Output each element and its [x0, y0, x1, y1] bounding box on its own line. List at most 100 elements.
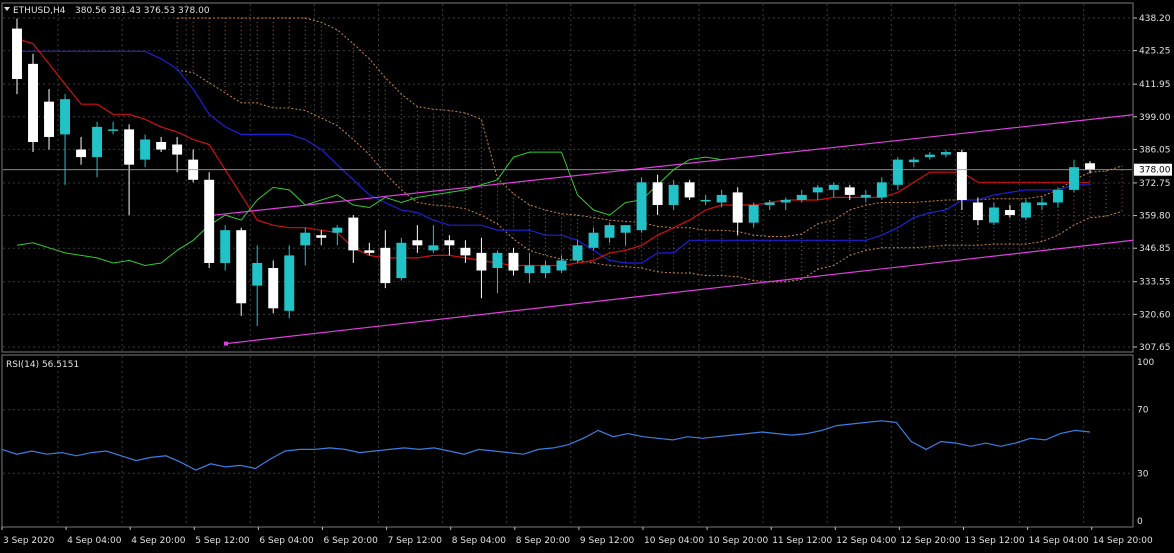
candle-body[interactable]: [732, 192, 743, 223]
price-axis: 307.65 320.60 333.55 346.85 359.80 372.75 386.…: [1133, 14, 1172, 353]
candle-body[interactable]: [364, 250, 375, 253]
cloud-span-a: [177, 17, 1123, 237]
cloud-span-b: [177, 69, 1123, 283]
time-axis-label: 8 Sep 20:00: [516, 536, 571, 546]
symbol-timeframe: ETHUSD,H4: [13, 6, 66, 16]
candle-body[interactable]: [620, 225, 631, 233]
candle-body[interactable]: [572, 245, 583, 261]
candle-body[interactable]: [1069, 167, 1079, 190]
time-axis-label: 10 Sep 04:00: [644, 536, 704, 546]
candle-body[interactable]: [924, 154, 935, 158]
current-price-box: [1134, 163, 1172, 176]
time-axis-label: 14 Sep 04:00: [1029, 536, 1089, 546]
candle-body[interactable]: [908, 159, 919, 163]
candle-body[interactable]: [684, 182, 695, 198]
candle-body[interactable]: [700, 199, 711, 202]
candle-body[interactable]: [796, 194, 807, 200]
rsi-label: RSI(14) 56.5151: [6, 360, 79, 370]
candle-body[interactable]: [492, 252, 503, 268]
candle-body[interactable]: [524, 265, 535, 274]
candle-body[interactable]: [428, 245, 439, 251]
channel-upper-line[interactable]: [209, 114, 1134, 217]
candle-body[interactable]: [508, 252, 519, 271]
candle-body[interactable]: [28, 63, 38, 142]
rsi-plot-frame: [1, 354, 1134, 528]
candle-body[interactable]: [940, 152, 951, 155]
dropdown-triangle-icon[interactable]: [4, 7, 10, 11]
candle-body[interactable]: [956, 152, 967, 200]
price-axis-label: 386.05: [1139, 145, 1171, 155]
price-axis-label: 425.25: [1139, 47, 1171, 57]
candle-body[interactable]: [412, 240, 423, 246]
candle-body[interactable]: [604, 225, 615, 238]
candle-body[interactable]: [396, 242, 407, 279]
channel-anchor[interactable]: [224, 341, 228, 346]
candle-body[interactable]: [1004, 210, 1015, 216]
candle-body[interactable]: [1020, 202, 1031, 218]
candle-body[interactable]: [1053, 189, 1063, 203]
chart-header: ETHUSD,H4 380.56 381.43 376.53 378.00: [4, 6, 210, 16]
candle-body[interactable]: [588, 232, 599, 248]
candle-body[interactable]: [332, 227, 343, 233]
candle-body[interactable]: [252, 262, 263, 286]
candle-body[interactable]: [860, 194, 871, 198]
candle-body[interactable]: [140, 139, 151, 160]
candle-body[interactable]: [972, 202, 983, 221]
candle-body[interactable]: [892, 159, 903, 185]
candle-body[interactable]: [636, 182, 647, 231]
candle-body[interactable]: [1036, 202, 1047, 205]
candle-body[interactable]: [668, 184, 679, 205]
candle-body[interactable]: [284, 255, 295, 311]
candle-body[interactable]: [236, 230, 247, 304]
rsi-axis-label: 30: [1137, 469, 1149, 479]
candle-body[interactable]: [844, 187, 855, 195]
candle-body[interactable]: [988, 207, 999, 223]
candle-body[interactable]: [348, 217, 359, 251]
price-axis-label: 320.60: [1139, 310, 1171, 320]
candle-body[interactable]: [172, 144, 183, 155]
candle-body[interactable]: [124, 129, 135, 165]
time-axis-label: 6 Sep 04:00: [259, 536, 314, 546]
candle-body[interactable]: [812, 187, 823, 193]
time-axis-label: 14 Sep 20:00: [1093, 536, 1153, 546]
time-axis-label: 10 Sep 20:00: [708, 536, 768, 546]
candle-body[interactable]: [876, 182, 887, 198]
candle-body[interactable]: [1085, 163, 1095, 170]
chikou-span-line: [16, 151, 722, 267]
candle-body[interactable]: [316, 235, 327, 238]
candle-body[interactable]: [92, 126, 103, 158]
candle-body[interactable]: [60, 99, 71, 135]
time-axis-label: 7 Sep 12:00: [388, 536, 443, 546]
candle-body[interactable]: [44, 101, 54, 137]
candle-body[interactable]: [220, 230, 231, 263]
ohlc-values: 380.56 381.43 376.53 378.00: [75, 6, 210, 16]
candle-body[interactable]: [444, 240, 455, 246]
candle-body[interactable]: [76, 149, 87, 158]
candle-body[interactable]: [476, 252, 487, 271]
time-axis: 3 Sep 2020 4 Sep 04:00 4 Sep 20:00 5 Sep 12…: [1, 527, 1153, 546]
candle-body[interactable]: [268, 267, 279, 309]
candle-body[interactable]: [556, 260, 567, 271]
candle-body[interactable]: [716, 194, 727, 203]
price-axis-label: 411.95: [1139, 80, 1171, 90]
candle-body[interactable]: [300, 232, 311, 246]
candle-body[interactable]: [652, 182, 663, 205]
candle-body[interactable]: [108, 129, 119, 131]
candle-body[interactable]: [460, 247, 471, 256]
candle-body[interactable]: [748, 204, 759, 223]
rsi-axis-label: 0: [1137, 517, 1143, 527]
candle-body[interactable]: [12, 28, 22, 79]
candle-body[interactable]: [764, 202, 775, 205]
candle-body[interactable]: [204, 179, 215, 263]
candle-body[interactable]: [540, 265, 551, 274]
price-axis-label: 359.80: [1139, 212, 1171, 222]
candle-body[interactable]: [156, 141, 167, 150]
price-axis-label: 307.65: [1139, 343, 1171, 353]
candle-body[interactable]: [828, 184, 839, 190]
price-axis-label: 399.00: [1139, 113, 1171, 123]
candle-body[interactable]: [380, 247, 391, 284]
candle-body[interactable]: [780, 199, 791, 203]
channel-lower-line[interactable]: [225, 239, 1134, 345]
